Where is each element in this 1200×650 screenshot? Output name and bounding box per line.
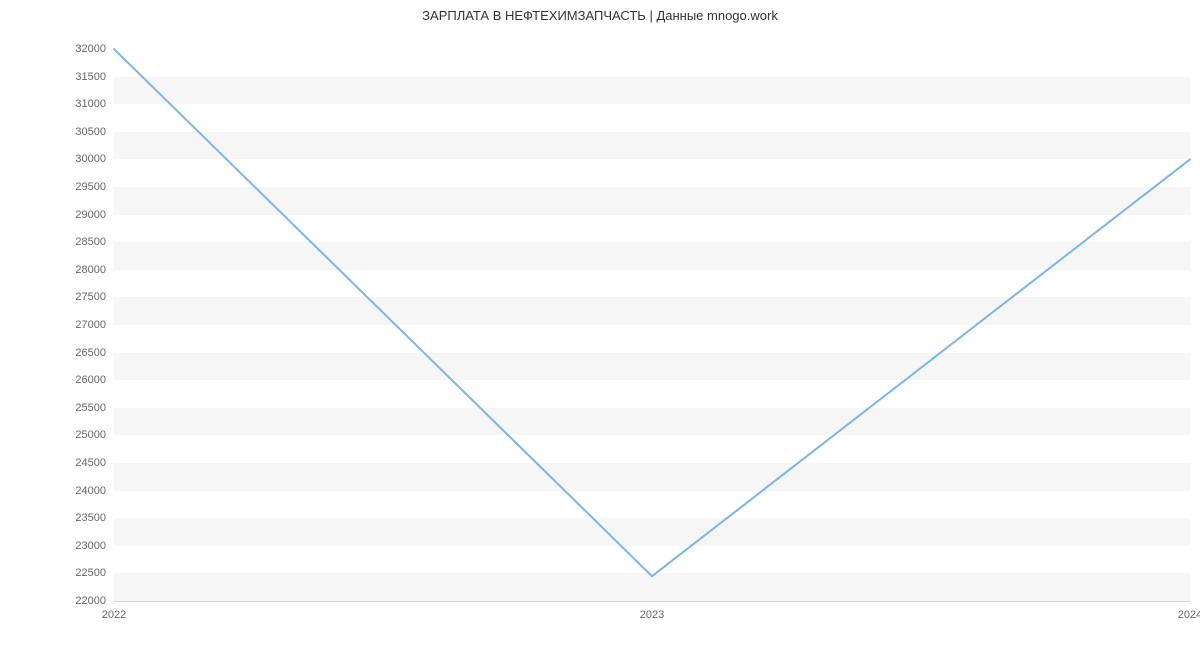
y-tick-label: 25000 — [75, 429, 106, 441]
y-tick-label: 23500 — [75, 512, 106, 524]
x-tick-label: 2024 — [1178, 609, 1200, 621]
y-tick-label: 27500 — [75, 291, 106, 303]
y-tick-label: 31000 — [75, 98, 106, 110]
chart-title: ЗАРПЛАТА В НЕФТЕХИМЗАПЧАСТЬ | Данные mno… — [0, 8, 1200, 23]
series-line-salary — [114, 49, 1190, 576]
x-axis-line — [114, 601, 1190, 602]
y-tick-label: 23000 — [75, 540, 106, 552]
y-tick-label: 30500 — [75, 126, 106, 138]
y-tick-label: 31500 — [75, 71, 106, 83]
y-tick-label: 24000 — [75, 485, 106, 497]
y-tick-label: 30000 — [75, 153, 106, 165]
x-tick-label: 2023 — [640, 609, 664, 621]
y-tick-label: 26000 — [75, 374, 106, 386]
y-tick-label: 25500 — [75, 402, 106, 414]
y-tick-label: 22000 — [75, 595, 106, 607]
y-tick-label: 24500 — [75, 457, 106, 469]
y-tick-label: 28500 — [75, 236, 106, 248]
y-tick-label: 27000 — [75, 319, 106, 331]
y-tick-label: 29500 — [75, 181, 106, 193]
y-tick-label: 22500 — [75, 567, 106, 579]
y-tick-label: 26500 — [75, 347, 106, 359]
y-tick-label: 29000 — [75, 209, 106, 221]
y-tick-label: 28000 — [75, 264, 106, 276]
x-tick-label: 2022 — [102, 609, 126, 621]
plot-area: 2200022500230002350024000245002500025500… — [114, 49, 1190, 601]
y-tick-label: 32000 — [75, 43, 106, 55]
series-layer — [114, 49, 1190, 601]
salary-line-chart: ЗАРПЛАТА В НЕФТЕХИМЗАПЧАСТЬ | Данные mno… — [0, 0, 1200, 650]
